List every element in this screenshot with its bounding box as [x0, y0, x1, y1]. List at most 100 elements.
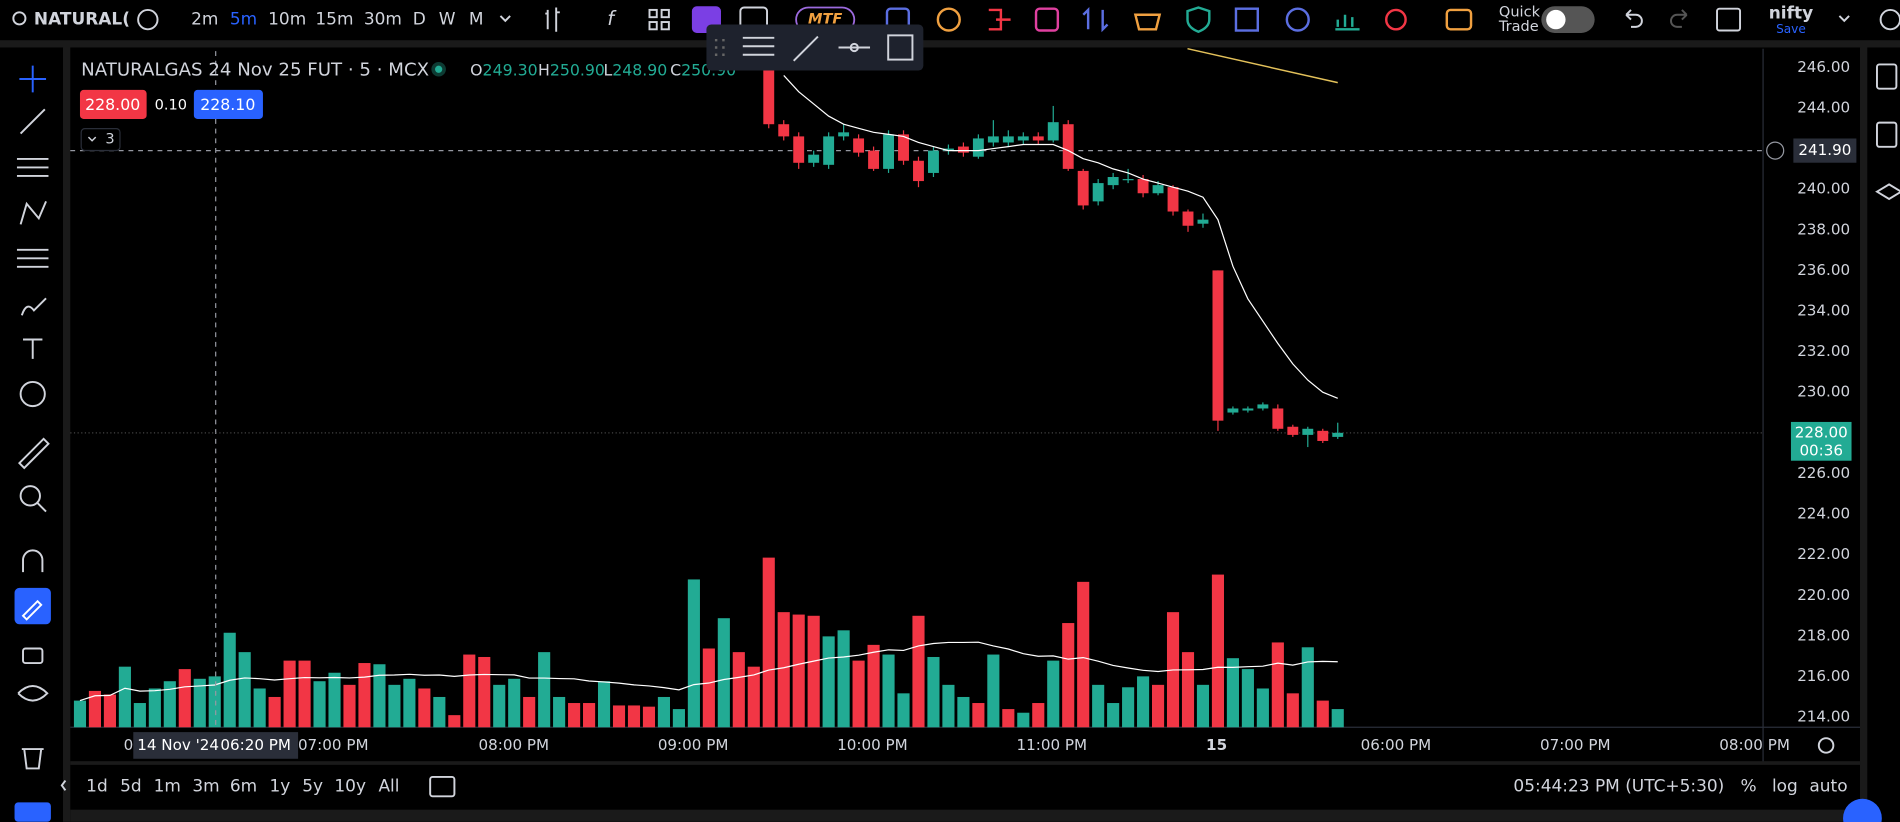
volume-bar: [1241, 669, 1254, 728]
buy-button[interactable]: [193, 89, 263, 119]
projection-tool[interactable]: [16, 248, 49, 268]
volume-bar: [1286, 693, 1299, 728]
watchlist-icon[interactable]: [1876, 63, 1898, 90]
clock[interactable]: 05:44:23 PM (UTC+5:30): [1513, 776, 1724, 796]
range-button[interactable]: 5y: [302, 776, 323, 796]
interval[interactable]: 10m: [268, 9, 306, 29]
bid-price[interactable]: 228.00: [85, 95, 140, 114]
candle-body: [1077, 170, 1089, 206]
collapse[interactable]: [60, 779, 67, 791]
more-intervals[interactable]: [499, 15, 511, 23]
app-icon[interactable]: [1082, 6, 1109, 33]
fib-tool[interactable]: [742, 36, 775, 56]
interval[interactable]: D: [413, 9, 426, 29]
lock-tool[interactable]: [22, 647, 44, 665]
candle-body: [793, 136, 805, 163]
app-icon[interactable]: [988, 8, 1011, 31]
chart-type[interactable]: [545, 7, 560, 32]
range-button[interactable]: 1m: [154, 776, 181, 796]
interval[interactable]: 30m: [364, 9, 402, 29]
ask-price[interactable]: 228.10: [200, 95, 255, 114]
magnet-tool[interactable]: [22, 549, 44, 573]
app-icon[interactable]: [1234, 7, 1259, 32]
app-icon[interactable]: [1034, 7, 1060, 32]
interval[interactable]: 5m: [230, 9, 257, 29]
crosshair-price-tag: [1793, 138, 1857, 163]
layouts-icon: [648, 21, 658, 31]
candle-body: [883, 134, 894, 169]
rectangle-tool[interactable]: [887, 34, 914, 61]
goto-date[interactable]: [429, 775, 456, 798]
app-icon[interactable]: [1335, 14, 1360, 31]
range-button[interactable]: All: [378, 776, 399, 796]
zoom-tool[interactable]: [19, 485, 41, 507]
workspace-menu[interactable]: [1838, 15, 1850, 23]
volume-bar: [238, 652, 251, 728]
emoji-tool[interactable]: [19, 380, 46, 408]
candle-body: [1167, 187, 1179, 212]
delete-tool[interactable]: [21, 748, 44, 770]
layers-icon[interactable]: [1875, 183, 1900, 201]
range-button[interactable]: 3m: [192, 776, 219, 796]
search-icon[interactable]: [12, 11, 27, 26]
chevron: [87, 136, 97, 142]
visibility-tool[interactable]: [17, 685, 49, 702]
sell-button[interactable]: [79, 89, 147, 119]
pattern-tool[interactable]: [19, 200, 47, 225]
volume-bar: [178, 669, 191, 728]
app-icon[interactable]: [936, 7, 961, 32]
measure-tool[interactable]: [18, 437, 50, 470]
indicators-toggle[interactable]: [80, 128, 121, 152]
symbol-search[interactable]: NATURAL(: [34, 9, 130, 29]
candle-body: [1092, 183, 1104, 202]
log-toggle[interactable]: log: [1772, 776, 1798, 796]
volume-bar: [792, 614, 805, 728]
app-icon[interactable]: [1385, 8, 1407, 31]
volume-bar: [942, 684, 955, 728]
brush-tool[interactable]: [20, 297, 47, 316]
fullscreen[interactable]: [1716, 7, 1742, 32]
app-icon[interactable]: [1186, 6, 1211, 34]
text-tool[interactable]: [23, 338, 43, 359]
add-symbol[interactable]: [137, 8, 159, 31]
interval[interactable]: M: [469, 9, 484, 29]
range-button[interactable]: 1y: [269, 776, 290, 796]
line-tool[interactable]: [793, 35, 819, 62]
app-icon[interactable]: [1133, 13, 1162, 31]
y-tick-label: 234.00: [1797, 302, 1850, 320]
drag-handle[interactable]: [714, 38, 725, 56]
fib-tool[interactable]: [16, 157, 49, 177]
interval[interactable]: 2m: [191, 9, 218, 29]
volume-bar: [253, 688, 266, 728]
axis-settings[interactable]: [1817, 737, 1835, 754]
interval[interactable]: W: [439, 9, 456, 29]
separator: [70, 761, 1861, 765]
interval[interactable]: 15m: [315, 9, 353, 29]
app-icon[interactable]: [1445, 8, 1473, 31]
auto-toggle[interactable]: auto: [1809, 776, 1847, 796]
range-button[interactable]: 1d: [86, 776, 108, 796]
indicators-button[interactable]: f: [607, 7, 617, 30]
redo[interactable]: [1670, 9, 1688, 28]
layouts-icon[interactable]: [648, 8, 658, 19]
alerts[interactable]: [1879, 8, 1900, 31]
undo[interactable]: [1625, 9, 1643, 28]
range-button[interactable]: 6m: [230, 776, 257, 796]
volume-bar: [1316, 700, 1329, 728]
favorites[interactable]: [14, 802, 51, 822]
percent-toggle[interactable]: %: [1740, 776, 1756, 796]
add-alert[interactable]: [1766, 141, 1785, 160]
x-tick-label: 10:00 PM: [837, 736, 908, 754]
mtf-badge[interactable]: MTF: [808, 12, 842, 28]
alerts-icon[interactable]: [1876, 121, 1898, 148]
crosshair-tool[interactable]: [19, 65, 47, 93]
range-button[interactable]: 10y: [334, 776, 366, 796]
profile[interactable]: [1843, 798, 1882, 822]
workspace-name[interactable]: nifty: [1769, 3, 1813, 23]
candle-body: [1182, 211, 1194, 226]
trend-line-tool[interactable]: [19, 108, 46, 135]
y-tick-label: 246.00: [1797, 58, 1850, 76]
indicator-count[interactable]: 3: [105, 132, 114, 148]
app-icon[interactable]: [1285, 7, 1310, 32]
range-button[interactable]: 5d: [120, 776, 142, 796]
